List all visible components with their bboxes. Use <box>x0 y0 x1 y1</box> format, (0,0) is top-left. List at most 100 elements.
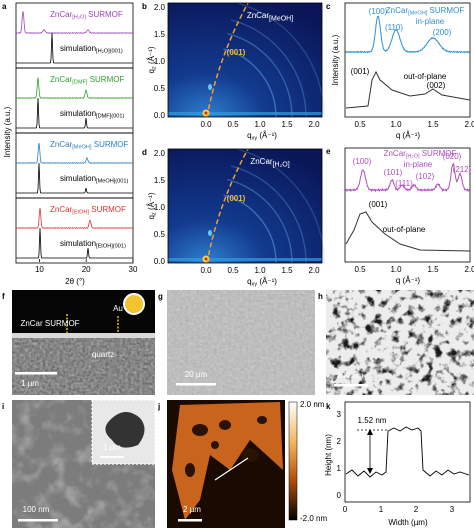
peak-label: (001) <box>351 67 370 76</box>
sample-label: ZnCar[EtOH] SURMOF <box>50 205 126 216</box>
series-label: out-of-plane <box>404 72 447 81</box>
scale-bar-label: 300 nm <box>337 371 364 380</box>
x-tick-label: 1 <box>379 505 384 514</box>
label-part: [EtOH](001) <box>96 244 126 250</box>
label-part: SURMOF <box>92 140 129 149</box>
label-part: SURMOF <box>420 149 457 158</box>
y-tick-label: 1 <box>337 464 342 473</box>
x-tick-label: 10 <box>35 265 44 274</box>
peak-label: (100) <box>369 7 388 16</box>
x-tick-label: 1.5 <box>427 265 439 274</box>
sample-label: ZnCar[MeOH] SURMOF <box>386 6 465 17</box>
label-part: z <box>152 212 158 215</box>
q-arc <box>206 2 249 118</box>
detector-image <box>168 3 322 117</box>
label-part: [MeOH] <box>408 11 428 17</box>
afm-hole <box>192 424 208 436</box>
x-tick-label: 1.5 <box>281 266 293 275</box>
y-axis-title: Intensity (a.u.) <box>3 106 12 157</box>
afm-hole <box>185 463 195 477</box>
label-part: [H₂O](001) <box>96 49 123 55</box>
afm-hole <box>257 416 267 424</box>
layer-label: quartz <box>92 350 114 359</box>
label-part: [EtOH] <box>72 210 89 216</box>
simulation-label: simulation[MeOH](001) <box>60 174 128 185</box>
scale-bar <box>18 519 58 522</box>
x-axis-title: q (Å⁻¹) <box>396 276 421 285</box>
label-part: [MeOH] <box>72 145 92 151</box>
plot-frame <box>344 401 471 503</box>
x-tick-label: 2.0 <box>464 265 474 274</box>
scale-bar-label: 2 µm <box>183 505 201 514</box>
y-axis-title: qz (Å⁻¹) <box>147 192 158 219</box>
label-part: ZnCar <box>50 10 73 19</box>
color-scale <box>288 401 298 521</box>
horizon <box>168 258 322 261</box>
label-part: q <box>147 69 156 73</box>
x-tick-label: 0.5 <box>227 120 239 129</box>
afm-hole <box>211 441 219 449</box>
sample-label: ZnCar[H₂O] <box>250 157 289 168</box>
peak-label: (200) <box>433 28 452 37</box>
simulation-label: simulation[DMF](001) <box>60 109 124 120</box>
x-axis-title: Width (µm) <box>388 518 428 527</box>
y-axis-title: Height (nm) <box>324 434 333 476</box>
y-tick-label: 2.0 <box>154 3 166 12</box>
x-tick-label: 1.0 <box>254 120 266 129</box>
peak-label: (100) <box>353 157 372 166</box>
series-label: in-plane <box>416 17 445 26</box>
label-part: ZnCar <box>384 149 407 158</box>
arrowhead <box>367 429 373 435</box>
x-tick-label: 0.5 <box>354 265 366 274</box>
sem-texture <box>167 290 315 395</box>
label-part: z <box>152 66 158 69</box>
arrowhead <box>367 468 373 474</box>
label-part: (Å⁻¹) <box>257 277 277 286</box>
x-tick-label: 1.5 <box>427 120 439 129</box>
label-part: simulation <box>60 44 96 53</box>
label-part: ZnCar <box>386 6 409 15</box>
plot-frame <box>344 147 471 263</box>
sample-label: ZnCar[MeOH] SURMOF <box>50 140 129 151</box>
simulation-trace <box>16 162 133 194</box>
x-tick-label: 1.0 <box>390 120 402 129</box>
out-of-plane-trace <box>345 211 471 252</box>
peak-label: (212) <box>453 165 472 174</box>
y-tick-label: 0.0 <box>154 111 166 120</box>
panel-letter: j <box>157 402 160 411</box>
panel-letter: a <box>2 2 7 11</box>
simulation-trace <box>16 97 133 129</box>
scale-bar <box>334 384 368 387</box>
panel-letter: f <box>2 292 5 301</box>
layer-label: ZnCar SURMOF <box>20 319 79 328</box>
color-scale-label: -2.0 nm <box>300 514 327 523</box>
in-plane-trace <box>345 162 470 193</box>
x-axis-title: qxy (Å⁻¹) <box>247 131 277 142</box>
x-tick-label: 1.0 <box>254 266 266 275</box>
series-label: in-plane <box>404 160 433 169</box>
scale-bar-label: 100 nm <box>23 505 50 514</box>
panel-letter: b <box>142 2 147 11</box>
y-tick-label: 0.5 <box>154 230 166 239</box>
label-part: (Å⁻¹) <box>147 46 156 66</box>
x-tick-label: 1.0 <box>390 265 402 274</box>
label-part: [H₂O] <box>72 15 86 21</box>
in-plane-trace <box>345 15 470 54</box>
label-part: q <box>247 131 251 140</box>
label-part: q <box>147 215 156 219</box>
label-part: [MeOH](001) <box>96 179 128 185</box>
sample-trace <box>16 207 133 229</box>
label-part: ZnCar <box>50 75 73 84</box>
peak-label: (110) <box>385 23 403 32</box>
label-part: ZnCar <box>50 140 73 149</box>
label-part: q <box>247 277 251 286</box>
beam-core <box>204 111 208 115</box>
y-tick-label: 1.0 <box>154 57 166 66</box>
x-tick-label: 2.0 <box>308 266 320 275</box>
peak-label: (001) <box>369 200 388 209</box>
simulation-label: simulation[EtOH](001) <box>60 239 126 250</box>
x-tick-label: 0.5 <box>354 120 366 129</box>
diffraction-ring <box>227 178 293 264</box>
sample-label: ZnCar[MeOH] <box>247 11 293 22</box>
